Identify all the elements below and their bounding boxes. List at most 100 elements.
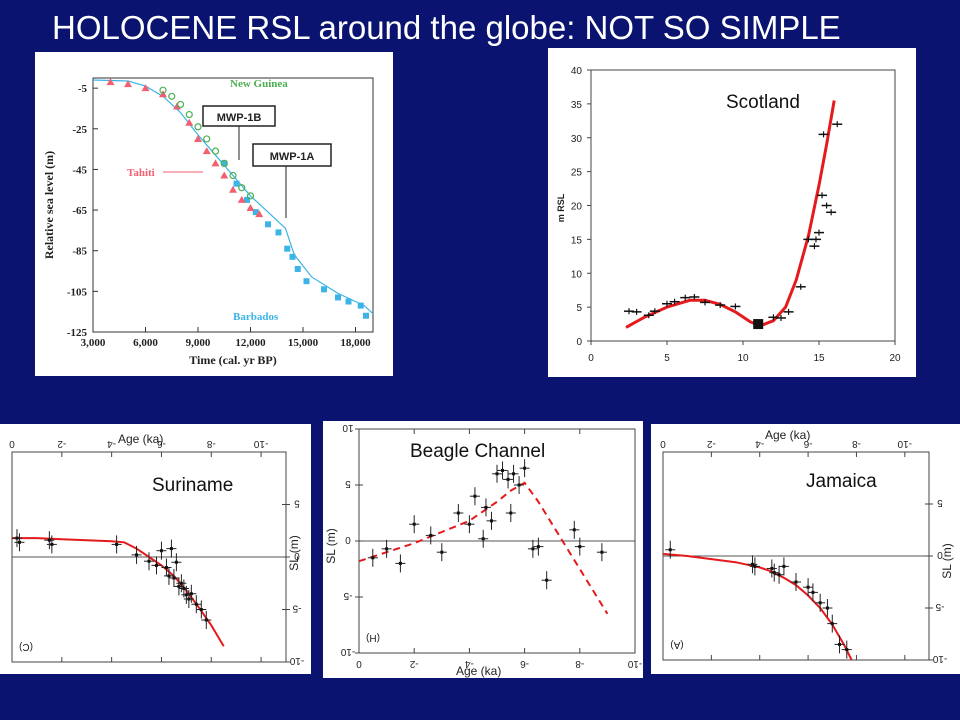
jamaica-point: [772, 571, 776, 575]
jamaica-x-tick-label: -8: [852, 438, 861, 449]
beagle-point: [501, 468, 505, 472]
global-y-tick-label: -85: [72, 246, 87, 258]
beagle-y-tick-label: -5: [343, 590, 352, 601]
scotland-fit-curve: [625, 100, 836, 329]
beagle-point: [473, 494, 477, 498]
jamaica-x-tick-label: 0: [660, 438, 666, 449]
beagle-x-tick-label: -8: [575, 658, 584, 669]
global-barbados-point: [252, 209, 259, 216]
jamaica-point: [794, 580, 798, 584]
panel-beagle: 0 -2 -4 -6 -8 -10 -10 -5 0 5 10 (H) Beagle Channel …: [323, 421, 643, 678]
beagle-xlabel: Age (ka): [456, 664, 502, 678]
global-mwp1a-box: [252, 143, 332, 167]
global-tahiti-point: [211, 159, 220, 167]
jamaica-point: [838, 642, 842, 646]
global-annot-tahiti: Tahiti: [127, 167, 155, 179]
beagle-x-tick-label: -10: [627, 658, 642, 669]
scotland-x-tick-label: 5: [664, 353, 670, 364]
jamaica-y-tick-label: 0: [937, 549, 943, 560]
suriname-panel-code: (C): [19, 641, 33, 652]
slide-title: HOLOCENE RSL around the globe: NOT SO SI…: [52, 9, 841, 46]
scotland-y-tick-label: 40: [571, 66, 583, 77]
jamaica-chart: 0 -2 -4 -6 -8 -10 -10 -5 0 5 (A): [660, 438, 947, 664]
global-x-tick-label: 15,000: [288, 337, 319, 349]
global-newguinea-point: [185, 110, 193, 119]
suriname-y-tick-label: -10: [289, 655, 304, 666]
jamaica-fit-curve: [662, 552, 853, 661]
suriname-point: [169, 547, 173, 551]
global-tahiti-point: [202, 147, 211, 155]
beagle-point: [545, 578, 549, 582]
global-newguinea-point: [168, 92, 176, 100]
beagle-point: [600, 550, 604, 554]
beagle-point: [412, 522, 416, 526]
suriname-x-tick-label: -6: [157, 438, 166, 449]
panel-jamaica: 0 -2 -4 -6 -8 -10 -10 -5 0 5 (A) Jamaica Age (ka) …: [651, 424, 960, 674]
global-barbados-point: [284, 245, 291, 252]
jamaica-y-tick-label: -5: [935, 601, 944, 612]
suriname-point: [147, 559, 151, 563]
jamaica-point: [782, 564, 786, 568]
global-tahiti-point: [229, 185, 237, 193]
panel-suriname: 0 -2 -4 -6 -8 -10 -10 -5 0 5 (C) Suriname Age (ka)…: [0, 424, 311, 674]
global-annot-mwp1a: MWP-1A: [270, 151, 315, 163]
jamaica-point: [811, 590, 815, 594]
beagle-ylabel: SL (m): [323, 528, 338, 564]
suriname-point: [17, 540, 21, 544]
beagle-x-tick-label: -6: [520, 658, 529, 669]
global-tahiti-point: [185, 118, 194, 126]
global-barbados-point: [345, 298, 352, 305]
suriname-ylabel: SL (m): [286, 535, 301, 571]
jamaica-point: [825, 606, 829, 610]
beagle-panel-code: (H): [366, 632, 380, 643]
global-fit-line: [92, 79, 374, 315]
global-annot-new-guinea: New Guinea: [230, 78, 288, 90]
jamaica-x-tick-label: -2: [706, 438, 715, 449]
jamaica-point: [806, 585, 810, 589]
scotland-x-tick-label: 20: [889, 353, 901, 364]
global-newguinea-point: [211, 147, 220, 155]
global-x-tick-label: 12,000: [235, 337, 266, 349]
jamaica-xlabel: Age (ka): [765, 428, 811, 442]
global-chart: 3,000 6,000 9,000 12,000 15,000 18,000 -5 -25 -4…: [42, 77, 374, 367]
jamaica-x-tick-label: -10: [897, 438, 912, 449]
suriname-point: [115, 542, 119, 546]
suriname-x-tick-label: -10: [253, 438, 268, 449]
beagle-point: [429, 533, 433, 537]
suriname-point: [172, 576, 176, 580]
scotland-marker-square: [753, 319, 764, 330]
jamaica-ylabel: SL (m): [939, 543, 954, 579]
global-newguinea-point: [220, 159, 228, 167]
panel-scotland: 0 5 10 15 20 0 5 10 15 20 25 30 35 40 m RSL Scotland: [548, 48, 916, 377]
global-newguinea-point: [176, 100, 185, 109]
jamaica-x-tick-label: -6: [803, 438, 812, 449]
global-barbados-point: [357, 302, 364, 309]
suriname-y-tick-label: -5: [292, 603, 301, 614]
global-x-tick-label: 18,000: [340, 337, 371, 349]
jamaica-point: [753, 564, 757, 568]
global-x-axis-label: Time (cal. yr BP): [189, 353, 277, 367]
global-barbados-point: [294, 266, 301, 273]
suriname-point: [187, 597, 191, 601]
beagle-point: [506, 477, 510, 481]
global-barbados-point: [275, 229, 282, 236]
suriname-point: [164, 566, 168, 569]
beagle-y-tick-label: 10: [342, 422, 354, 433]
global-barbados-point: [221, 160, 228, 167]
scotland-y-tick-label: 30: [571, 134, 583, 145]
beagle-x-tick-label: 0: [356, 658, 362, 669]
global-tahiti-point: [237, 195, 246, 203]
suriname-y-tick-label: 5: [294, 498, 300, 509]
global-barbados-point: [244, 196, 250, 203]
suriname-label: Suriname: [152, 475, 234, 496]
scotland-x-tick-label: 0: [588, 353, 594, 364]
suriname-point: [182, 587, 186, 590]
jamaica-point: [750, 562, 754, 566]
suriname-point: [204, 618, 208, 622]
suriname-point: [135, 553, 139, 557]
global-tahiti-point: [220, 171, 229, 179]
suriname-point: [47, 538, 51, 542]
global-x-tick-label: 6,000: [133, 337, 158, 349]
scotland-y-tick-label: 0: [576, 337, 582, 348]
global-newguinea-point: [238, 184, 246, 192]
